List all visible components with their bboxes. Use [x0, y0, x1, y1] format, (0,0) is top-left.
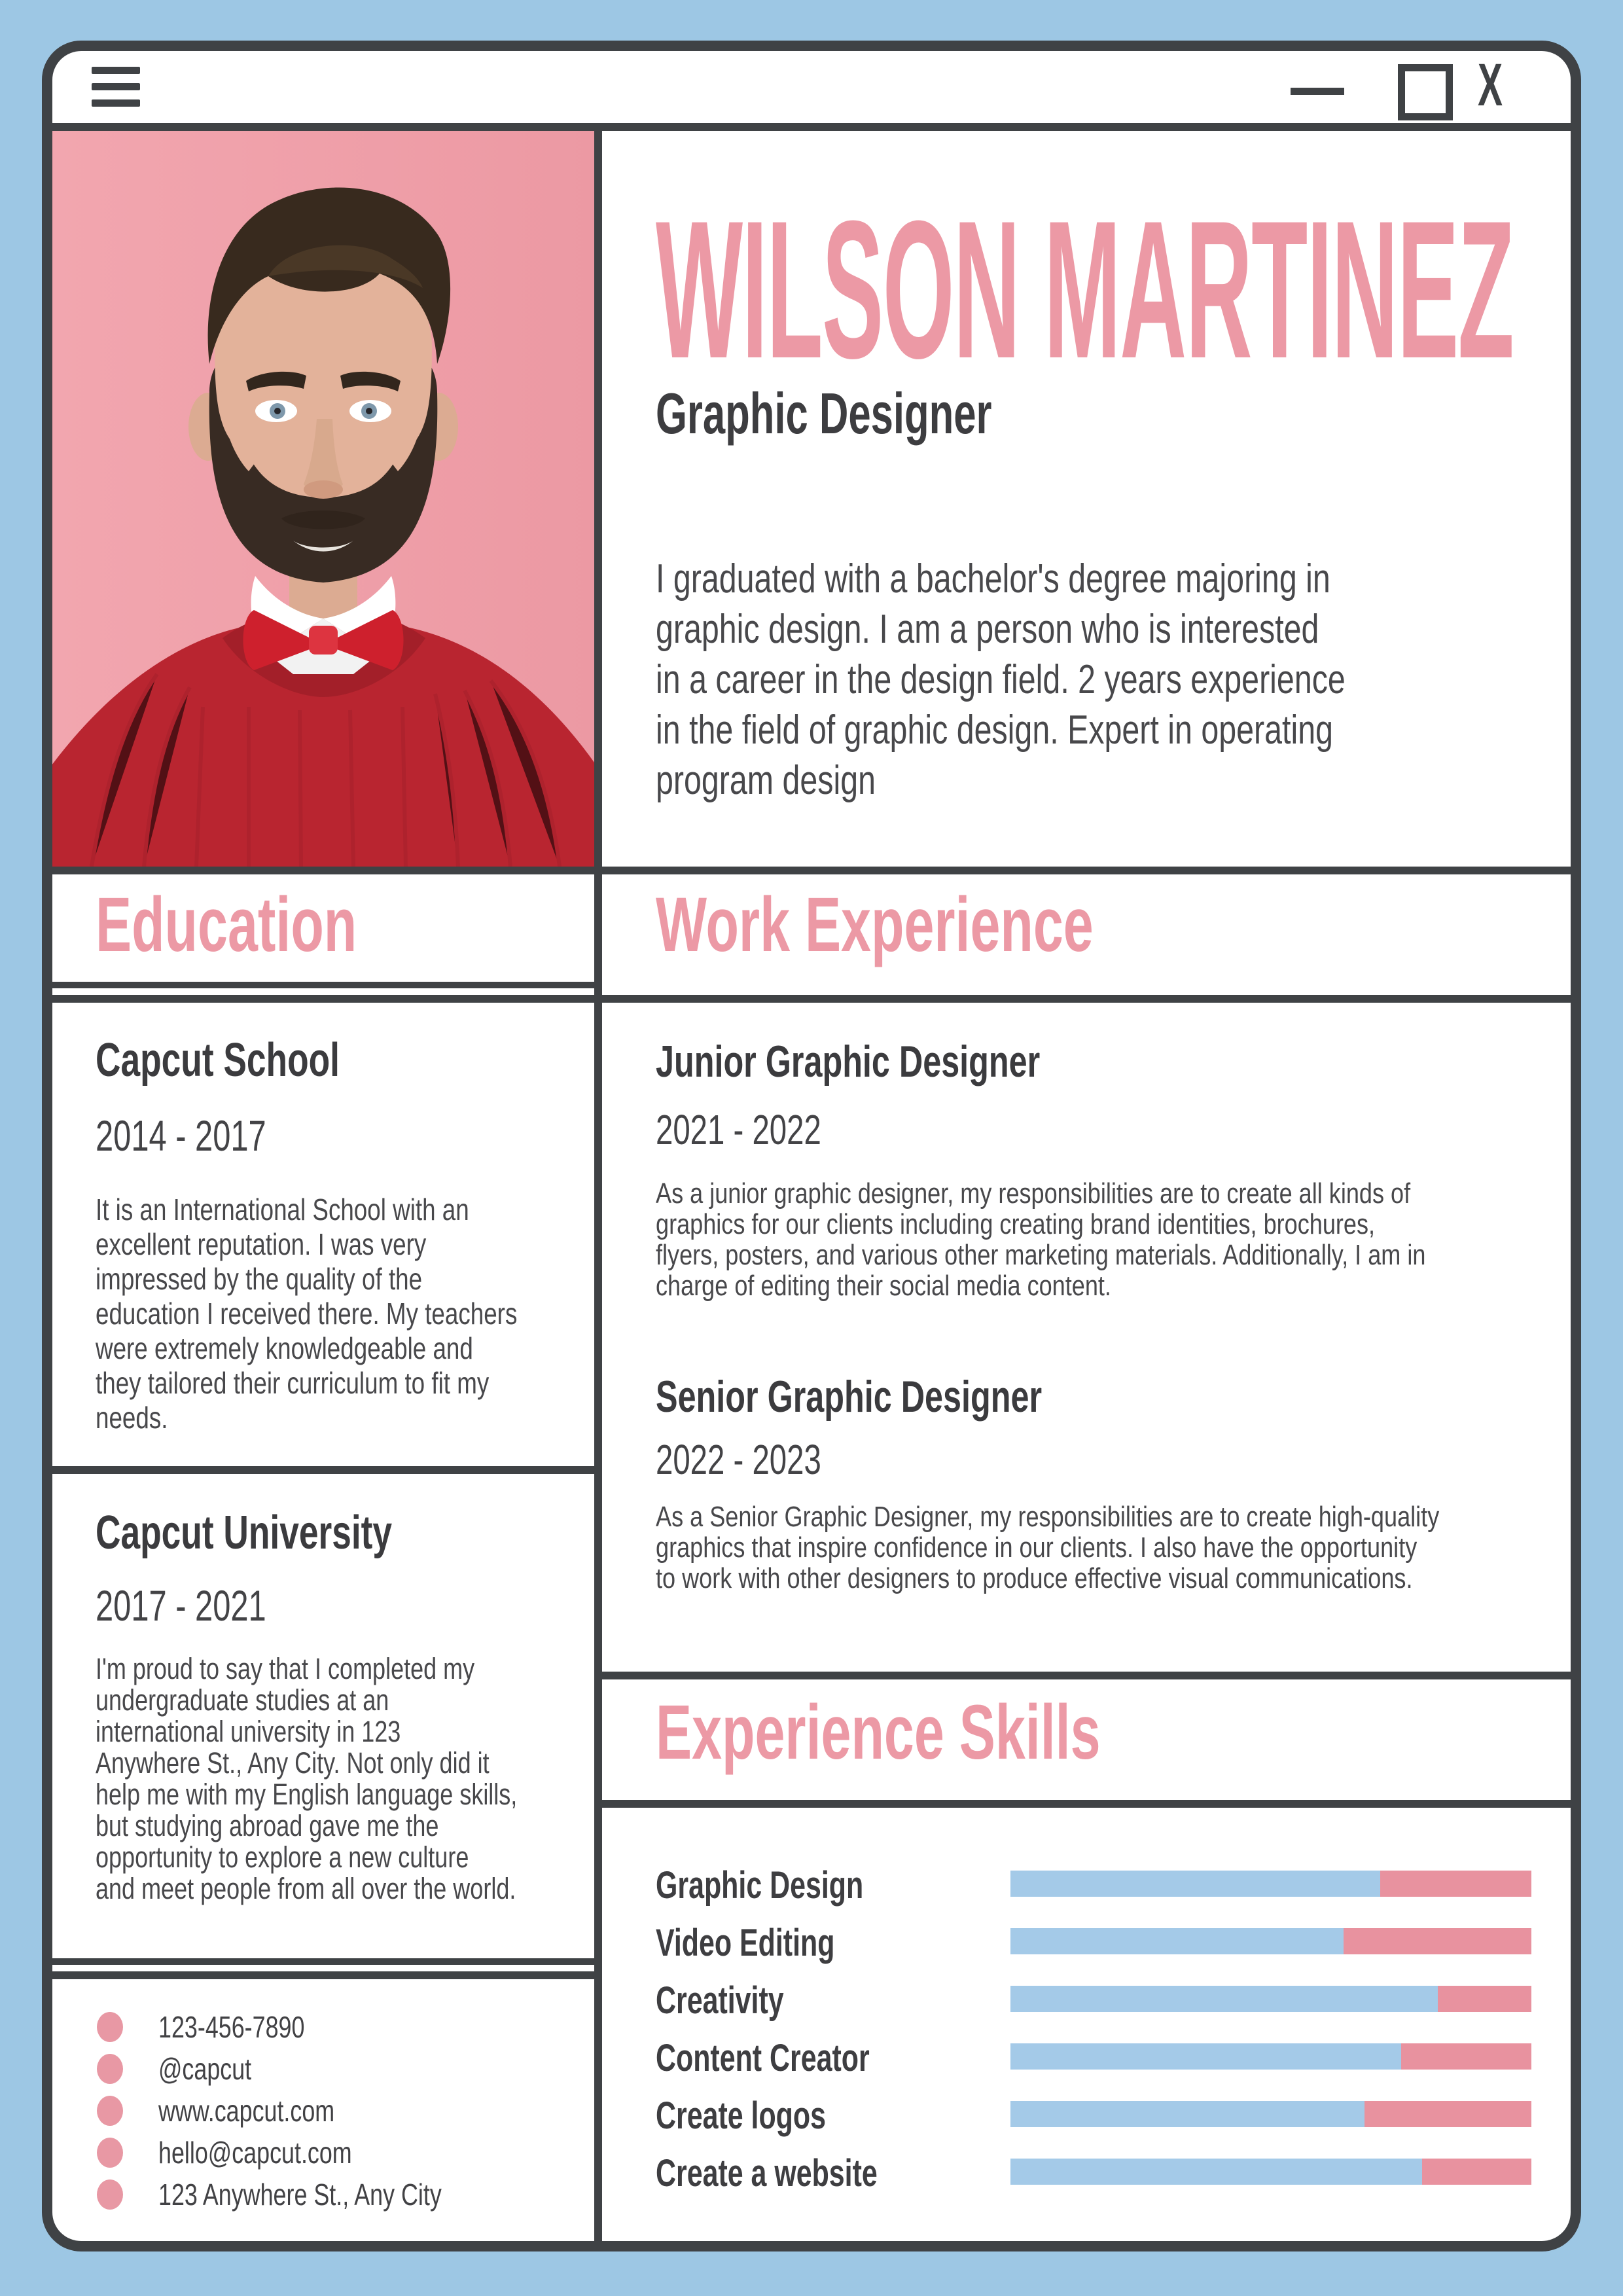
email-address: hello@capcut.com	[158, 2136, 352, 2170]
street-address: 123 Anywhere St., Any City	[158, 2178, 442, 2212]
job2-description: As a Senior Graphic Designer, my respons…	[656, 1501, 1440, 1594]
close-icon[interactable]: X	[1478, 52, 1503, 118]
skill-label: Create logos	[656, 2094, 826, 2137]
contact-bullet-icon	[97, 2138, 123, 2168]
university-box-bottom-divider	[52, 1958, 594, 1965]
contact-row-email[interactable]: hello@capcut.com	[97, 2136, 581, 2173]
job2-title: Senior Graphic Designer	[656, 1372, 1043, 1422]
minimize-icon[interactable]	[1291, 88, 1344, 95]
contact-row-phone: 123-456-7890	[97, 2011, 581, 2047]
profile-bio: I graduated with a bachelor's degree maj…	[656, 556, 1346, 803]
contact-row-handle: @capcut	[97, 2053, 581, 2089]
header-row-divider	[52, 867, 1571, 874]
job2-years: 2022 - 2023	[656, 1436, 821, 1483]
job1-description: As a junior graphic designer, my respons…	[656, 1177, 1426, 1302]
contact-row-website[interactable]: www.capcut.com	[97, 2094, 581, 2131]
skill-bar-fill	[1010, 2043, 1401, 2070]
university-name: Capcut University	[96, 1507, 393, 1559]
section-header-bottom-divider	[52, 995, 1571, 1003]
skill-bar	[1010, 2043, 1531, 2070]
skill-bar-fill	[1010, 1928, 1344, 1954]
skill-bar-fill	[1010, 1986, 1438, 2012]
skill-bar-fill	[1010, 2159, 1422, 2185]
education-heading: Education	[96, 882, 357, 968]
school-name: Capcut School	[96, 1034, 340, 1086]
contact-bullet-icon	[97, 2096, 123, 2126]
skill-label: Graphic Design	[656, 1864, 864, 1907]
page-title: WILSON MARTINEZ	[656, 179, 1514, 399]
column-divider	[594, 123, 602, 2241]
experience-skills-heading: Experience Skills	[656, 1689, 1101, 1776]
skills-header-bottom-divider	[602, 1800, 1571, 1808]
contact-bullet-icon	[97, 2054, 123, 2084]
work-box-bottom-divider	[602, 1672, 1571, 1679]
contact-row-address: 123 Anywhere St., Any City	[97, 2178, 581, 2215]
profile-photo	[52, 131, 594, 867]
skill-bar	[1010, 1986, 1531, 2012]
skill-label: Video Editing	[656, 1922, 835, 1964]
contact-bullet-icon	[97, 2179, 123, 2210]
education-header-underline	[52, 982, 594, 988]
contact-box-top-divider	[52, 1971, 594, 1979]
skill-bar	[1010, 2101, 1531, 2127]
skill-bar-fill	[1010, 2101, 1365, 2127]
contact-bullet-icon	[97, 2012, 123, 2042]
job1-title: Junior Graphic Designer	[656, 1037, 1041, 1086]
university-years: 2017 - 2021	[96, 1581, 266, 1630]
school-years: 2014 - 2017	[96, 1111, 266, 1160]
job1-years: 2021 - 2022	[656, 1106, 821, 1153]
work-experience-heading: Work Experience	[656, 882, 1094, 968]
job-title: Graphic Designer	[656, 381, 992, 446]
skill-bar-fill	[1010, 1871, 1381, 1897]
maximize-icon[interactable]	[1398, 64, 1453, 120]
skill-label: Content Creator	[656, 2037, 870, 2079]
skill-label: Create a website	[656, 2152, 878, 2195]
skill-bar	[1010, 1871, 1531, 1897]
skill-label: Creativity	[656, 1979, 784, 2022]
topbar-divider	[52, 123, 1571, 131]
skill-bar	[1010, 1928, 1531, 1954]
skill-bar	[1010, 2159, 1531, 2185]
school-box-bottom-divider	[52, 1466, 594, 1474]
university-description: I'm proud to say that I completed my und…	[96, 1652, 518, 1905]
social-handle: @capcut	[158, 2052, 252, 2086]
website-url: www.capcut.com	[158, 2094, 335, 2128]
phone-number: 123-456-7890	[158, 2010, 305, 2044]
school-description: It is an International School with an ex…	[96, 1193, 518, 1435]
